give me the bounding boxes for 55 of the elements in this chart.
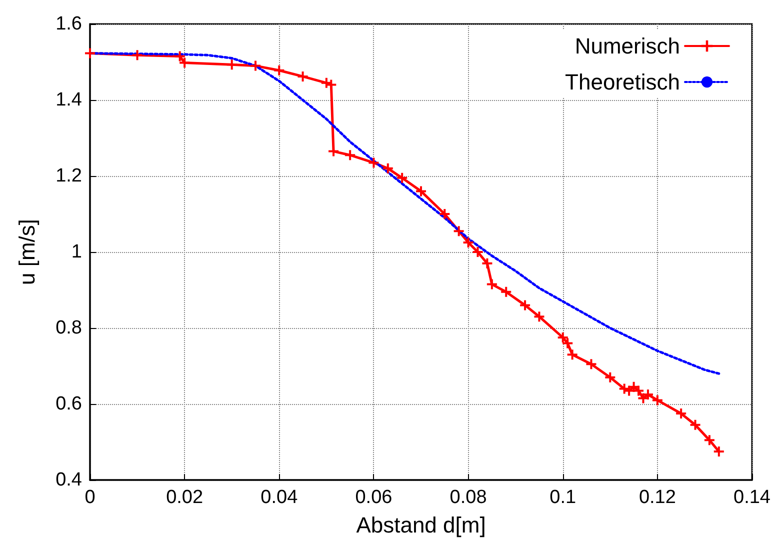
point — [676, 408, 686, 418]
legend-label: Numerisch — [574, 34, 680, 58]
x-tick-label: 0.02 — [166, 487, 204, 508]
point — [226, 60, 237, 70]
y-tick-label: 0.4 — [56, 470, 82, 490]
point — [472, 247, 483, 257]
point — [586, 359, 596, 370]
point — [482, 258, 492, 268]
point — [416, 186, 426, 196]
x-tick-label: 0.12 — [638, 487, 676, 508]
y-tick-label: 1.4 — [56, 90, 82, 110]
point — [326, 80, 336, 90]
point — [704, 435, 714, 446]
point — [567, 350, 578, 360]
point — [463, 238, 474, 248]
x-tick-label: 0.14 — [734, 487, 771, 508]
point — [562, 338, 573, 348]
point — [368, 158, 379, 168]
point — [642, 390, 653, 400]
x-axis-title: Abstand d[m] — [356, 512, 486, 538]
point — [501, 286, 512, 297]
point — [690, 420, 700, 430]
legend-label: Theoretisch — [565, 70, 680, 94]
y-axis-title: u [m/s] — [14, 218, 40, 286]
point — [345, 150, 356, 160]
point — [714, 446, 724, 456]
x-tick-label: 0.1 — [550, 487, 576, 508]
point — [298, 71, 308, 82]
point — [180, 58, 190, 68]
point — [274, 65, 284, 76]
point — [250, 60, 260, 71]
y-tick-label: 0.8 — [56, 318, 82, 338]
point — [85, 48, 95, 58]
y-tick-label: 1 — [71, 242, 82, 262]
x-tick-label: 0.08 — [450, 487, 487, 508]
point — [382, 163, 393, 174]
point — [605, 372, 616, 382]
point — [328, 146, 339, 156]
point — [486, 279, 497, 290]
point — [132, 50, 142, 60]
point — [454, 226, 464, 236]
point — [534, 312, 544, 322]
point — [397, 172, 408, 183]
x-tick-label: 0.06 — [355, 487, 392, 508]
point — [634, 386, 644, 396]
y-tick-label: 0.6 — [56, 394, 82, 414]
point — [440, 209, 450, 219]
point — [558, 332, 568, 342]
x-tick-label: 0.04 — [260, 487, 298, 508]
y-tick-label: 1.2 — [56, 166, 82, 186]
point — [174, 51, 185, 62]
point — [520, 300, 530, 310]
x-tick-label: 0 — [84, 487, 96, 508]
point — [652, 395, 662, 406]
y-tick-label: 1.6 — [56, 14, 82, 34]
